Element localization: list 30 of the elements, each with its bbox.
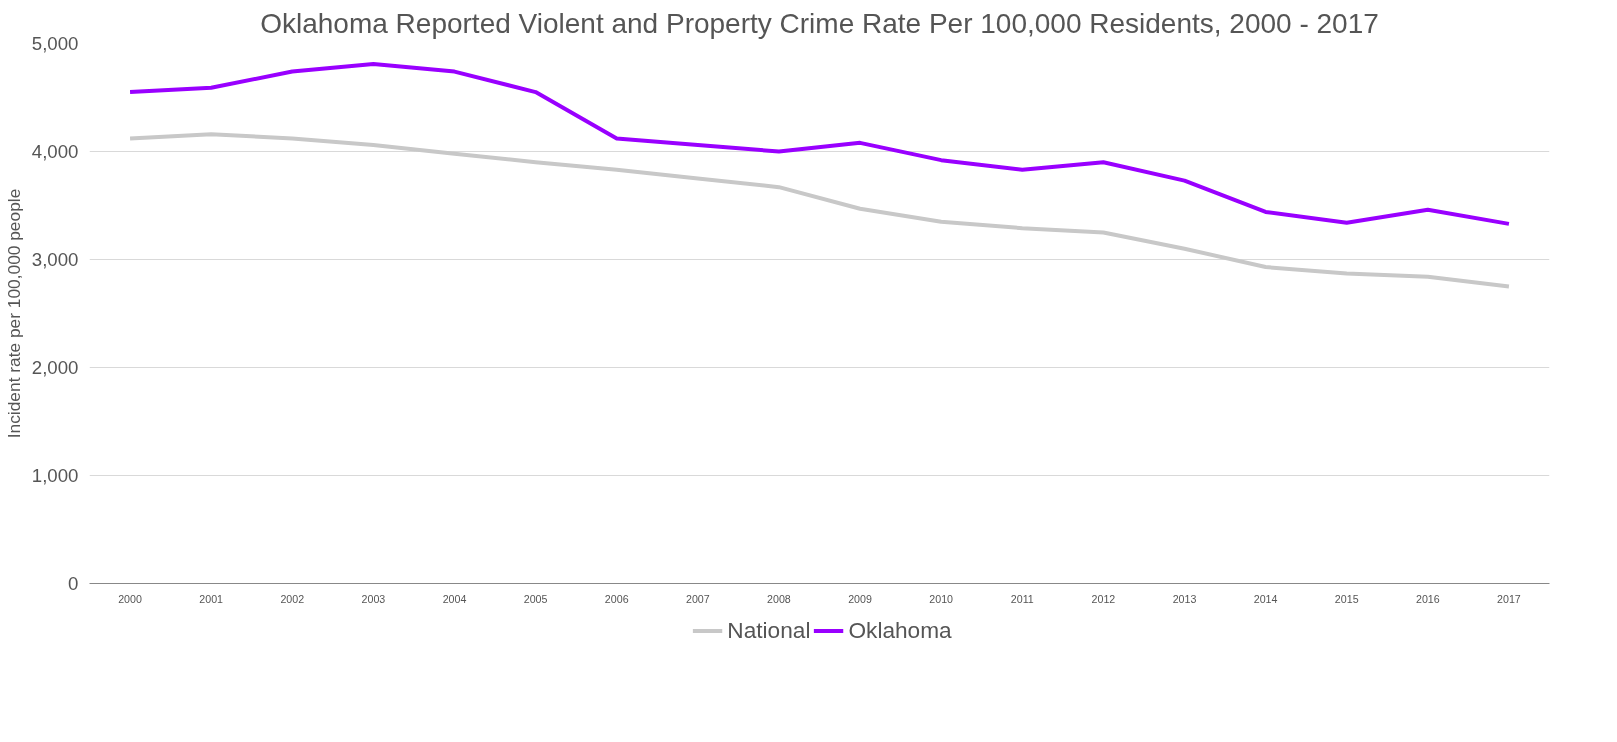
x-tick-label: 2017: [1497, 592, 1521, 605]
x-tick-label: 2003: [361, 592, 386, 605]
x-tick-label: 2006: [604, 592, 629, 605]
y-tick-label: 5,000: [31, 33, 79, 54]
y-axis-title: Incident rate per 100,000 people: [3, 188, 24, 439]
x-tick-label: 2015: [1334, 592, 1359, 605]
legend-label: Oklahoma: [848, 616, 952, 644]
x-tick-label: 2011: [1010, 592, 1034, 605]
x-tick-label: 2009: [848, 592, 872, 605]
y-tick-label: 0: [68, 573, 79, 594]
y-tick-label: 1,000: [31, 465, 79, 486]
line-series: [128, 62, 1511, 226]
x-tick-label: 2004: [442, 592, 467, 605]
x-tick-label: 2000: [118, 592, 142, 605]
legend-label: National: [727, 616, 811, 644]
y-tick-label: 4,000: [31, 141, 79, 162]
x-tick-label: 2010: [929, 592, 954, 605]
chart-title: Oklahoma Reported Violent and Property Crime Rate Per 100,000 Residents, 2000 - 2017: [260, 7, 1379, 39]
y-tick-label: 3,000: [31, 249, 79, 270]
x-tick-label: 2005: [523, 592, 548, 605]
line-series: [128, 132, 1511, 289]
x-tick-label: 2007: [685, 592, 710, 605]
x-tick-label: 2002: [280, 592, 305, 605]
x-tick-label: 2016: [1415, 592, 1440, 605]
x-tick-label: 2012: [1091, 592, 1116, 605]
x-tick-label: 2001: [199, 592, 224, 605]
y-tick-label: 2,000: [31, 357, 79, 378]
x-tick-label: 2014: [1253, 592, 1278, 605]
x-tick-label: 2013: [1172, 592, 1197, 605]
x-tick-label: 2008: [767, 592, 791, 605]
